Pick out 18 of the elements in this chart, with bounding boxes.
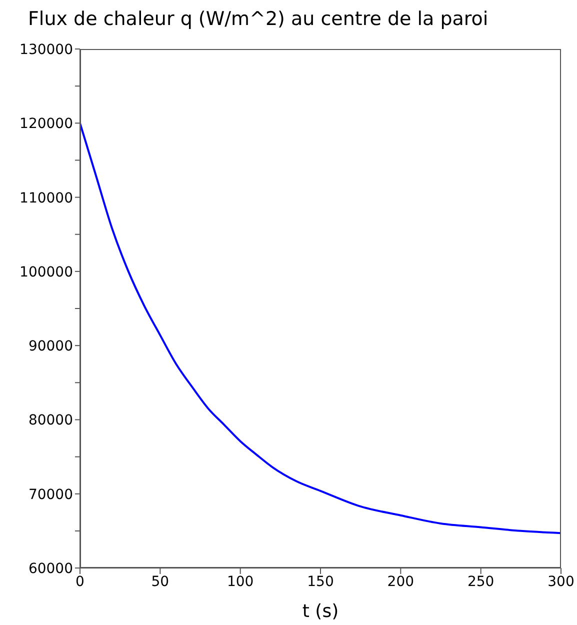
x-tick-label: 50 <box>151 574 170 590</box>
x-axis-title: t (s) <box>302 601 339 622</box>
chart-title: Flux de chaleur q (W/m^2) au centre de la paroi <box>28 8 488 30</box>
y-tick-label: 110000 <box>20 190 73 206</box>
x-tick-label: 250 <box>467 574 494 590</box>
y-tick-label: 120000 <box>20 116 73 132</box>
y-tick-label: 100000 <box>20 264 73 280</box>
line-series <box>80 122 561 534</box>
y-tick-label: 80000 <box>28 412 73 429</box>
x-tick-label: 150 <box>307 574 334 590</box>
x-tick-label: 300 <box>548 574 574 590</box>
x-tick-label: 200 <box>387 574 414 590</box>
y-tick-label: 130000 <box>20 42 73 58</box>
y-tick-label: 70000 <box>28 486 73 503</box>
x-tick-label: 0 <box>76 574 84 590</box>
x-tick-label: 100 <box>226 574 254 590</box>
y-tick-label: 60000 <box>28 560 73 577</box>
y-tick-label: 90000 <box>28 338 73 355</box>
